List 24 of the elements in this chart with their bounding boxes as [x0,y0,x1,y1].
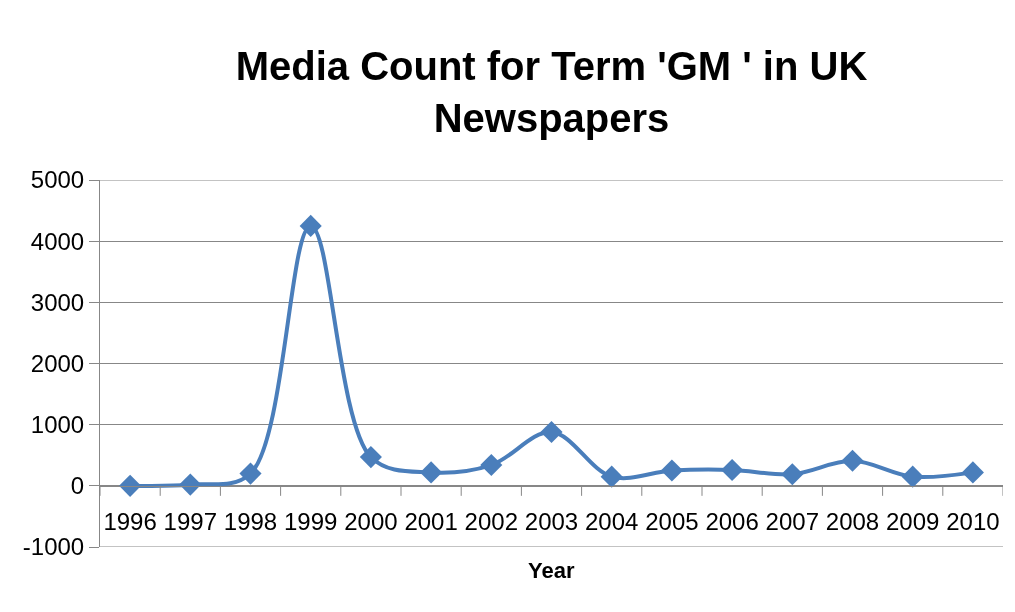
x-tick-label: 2007 [765,507,819,535]
x-tick-label: 2005 [645,507,699,535]
x-tick-label: 2010 [946,507,1000,535]
x-tick-label: 1999 [284,507,338,535]
y-tick-label: -1000 [22,533,85,561]
y-tick-label: 2000 [30,349,85,377]
y-tick-label: 3000 [30,288,85,316]
x-axis-title: Year [528,558,575,583]
chart-title: Media Count for Term 'GM ' in UK Newspapers [235,43,868,140]
x-tick-label: 2000 [344,507,398,535]
x-tick-label: 1997 [163,507,217,535]
y-tick-label: 1000 [30,411,85,439]
y-tick-label: 4000 [30,227,85,255]
x-tick-label: 2003 [524,507,579,535]
x-tick-label: 2001 [404,507,458,535]
x-tick-label: 1998 [223,507,278,535]
x-tick-label: 1996 [103,507,157,535]
y-tick-label: 5000 [30,166,85,194]
x-tick-label: 2006 [705,507,759,535]
y-tick-label: 0 [70,472,85,500]
x-tick-label: 2008 [825,507,880,535]
x-tick-label: 2004 [585,507,639,535]
x-tick-label: 2002 [464,507,518,535]
x-tick-label: 2009 [886,507,940,535]
